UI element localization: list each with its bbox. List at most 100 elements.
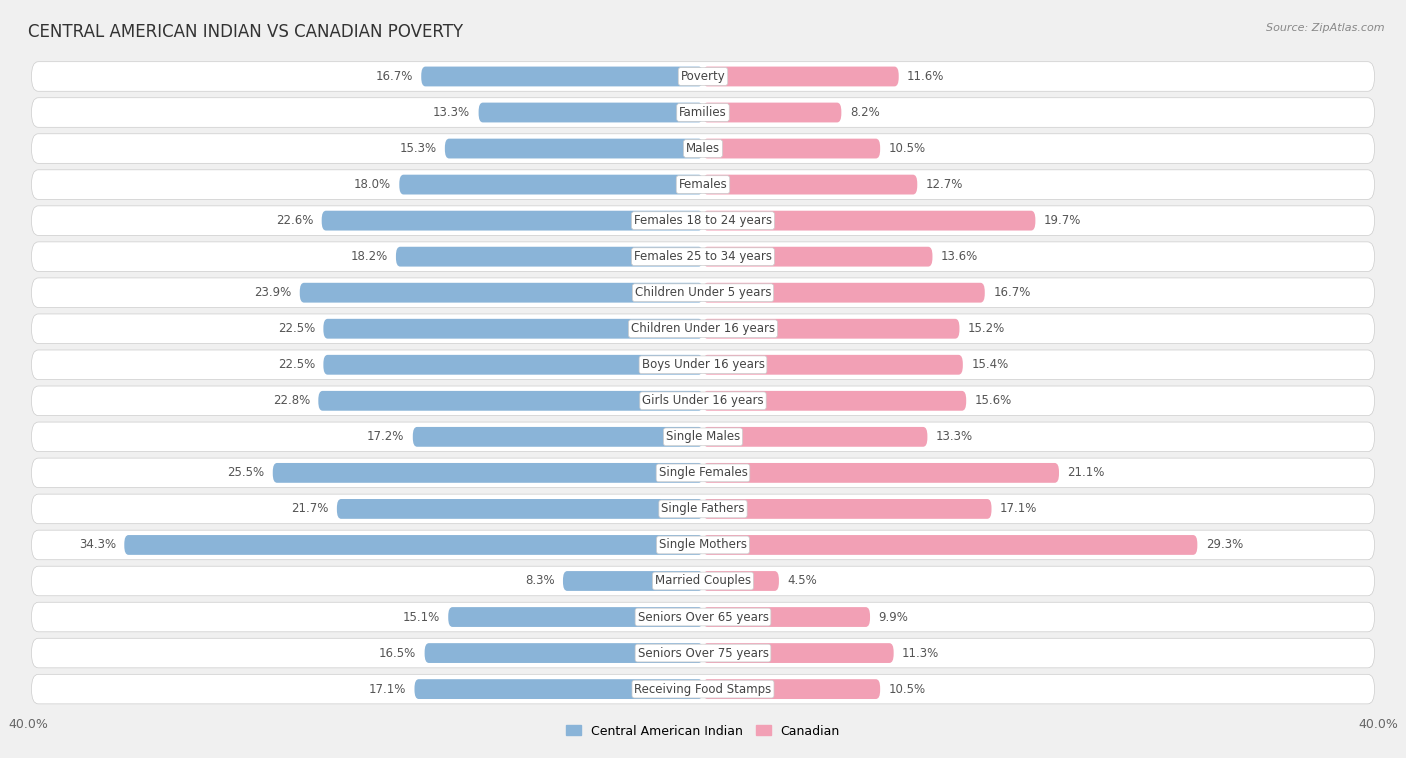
FancyBboxPatch shape <box>703 643 894 663</box>
Text: 18.2%: 18.2% <box>350 250 388 263</box>
Text: 21.1%: 21.1% <box>1067 466 1105 479</box>
Text: Single Mothers: Single Mothers <box>659 538 747 552</box>
FancyBboxPatch shape <box>703 102 841 123</box>
Text: 15.4%: 15.4% <box>972 359 1008 371</box>
Text: 16.7%: 16.7% <box>375 70 413 83</box>
FancyBboxPatch shape <box>703 283 984 302</box>
Text: 22.5%: 22.5% <box>278 322 315 335</box>
Text: 16.7%: 16.7% <box>993 287 1031 299</box>
Text: 11.6%: 11.6% <box>907 70 945 83</box>
FancyBboxPatch shape <box>31 675 1375 704</box>
FancyBboxPatch shape <box>703 319 959 339</box>
Text: Girls Under 16 years: Girls Under 16 years <box>643 394 763 407</box>
FancyBboxPatch shape <box>703 139 880 158</box>
Text: 13.3%: 13.3% <box>936 431 973 443</box>
FancyBboxPatch shape <box>562 571 703 591</box>
FancyBboxPatch shape <box>703 607 870 627</box>
Text: Source: ZipAtlas.com: Source: ZipAtlas.com <box>1267 23 1385 33</box>
FancyBboxPatch shape <box>444 139 703 158</box>
Text: 16.5%: 16.5% <box>380 647 416 659</box>
FancyBboxPatch shape <box>318 391 703 411</box>
Text: Poverty: Poverty <box>681 70 725 83</box>
FancyBboxPatch shape <box>337 499 703 518</box>
FancyBboxPatch shape <box>478 102 703 123</box>
Text: 12.7%: 12.7% <box>925 178 963 191</box>
Text: Males: Males <box>686 142 720 155</box>
Text: 17.1%: 17.1% <box>368 683 406 696</box>
FancyBboxPatch shape <box>31 61 1375 91</box>
FancyBboxPatch shape <box>31 314 1375 343</box>
FancyBboxPatch shape <box>703 427 928 446</box>
Text: 15.3%: 15.3% <box>399 142 436 155</box>
Text: Females: Females <box>679 178 727 191</box>
FancyBboxPatch shape <box>703 463 1059 483</box>
FancyBboxPatch shape <box>273 463 703 483</box>
FancyBboxPatch shape <box>703 679 880 699</box>
FancyBboxPatch shape <box>449 607 703 627</box>
FancyBboxPatch shape <box>31 350 1375 380</box>
Text: 11.3%: 11.3% <box>903 647 939 659</box>
Text: 22.8%: 22.8% <box>273 394 309 407</box>
Text: Seniors Over 75 years: Seniors Over 75 years <box>637 647 769 659</box>
Text: 15.2%: 15.2% <box>967 322 1005 335</box>
Text: 17.1%: 17.1% <box>1000 503 1038 515</box>
Text: 9.9%: 9.9% <box>879 610 908 624</box>
Text: 8.3%: 8.3% <box>524 575 554 587</box>
FancyBboxPatch shape <box>703 499 991 518</box>
FancyBboxPatch shape <box>31 386 1375 415</box>
Text: Single Fathers: Single Fathers <box>661 503 745 515</box>
FancyBboxPatch shape <box>31 566 1375 596</box>
Text: 34.3%: 34.3% <box>79 538 115 552</box>
FancyBboxPatch shape <box>322 211 703 230</box>
FancyBboxPatch shape <box>703 571 779 591</box>
FancyBboxPatch shape <box>703 67 898 86</box>
Text: 8.2%: 8.2% <box>849 106 880 119</box>
Text: Families: Families <box>679 106 727 119</box>
Text: 22.6%: 22.6% <box>276 214 314 227</box>
Text: Children Under 5 years: Children Under 5 years <box>634 287 772 299</box>
FancyBboxPatch shape <box>425 643 703 663</box>
FancyBboxPatch shape <box>323 319 703 339</box>
Text: 25.5%: 25.5% <box>228 466 264 479</box>
FancyBboxPatch shape <box>31 206 1375 236</box>
Text: 18.0%: 18.0% <box>354 178 391 191</box>
FancyBboxPatch shape <box>31 278 1375 308</box>
FancyBboxPatch shape <box>124 535 703 555</box>
FancyBboxPatch shape <box>31 603 1375 632</box>
Text: 10.5%: 10.5% <box>889 683 925 696</box>
Text: 17.2%: 17.2% <box>367 431 405 443</box>
Text: Married Couples: Married Couples <box>655 575 751 587</box>
FancyBboxPatch shape <box>31 494 1375 524</box>
FancyBboxPatch shape <box>413 427 703 446</box>
FancyBboxPatch shape <box>31 98 1375 127</box>
Text: 10.5%: 10.5% <box>889 142 925 155</box>
FancyBboxPatch shape <box>399 174 703 195</box>
FancyBboxPatch shape <box>31 458 1375 487</box>
Text: 15.6%: 15.6% <box>974 394 1012 407</box>
FancyBboxPatch shape <box>31 170 1375 199</box>
Text: Females 25 to 34 years: Females 25 to 34 years <box>634 250 772 263</box>
Text: Seniors Over 65 years: Seniors Over 65 years <box>637 610 769 624</box>
Text: 19.7%: 19.7% <box>1043 214 1081 227</box>
FancyBboxPatch shape <box>31 530 1375 559</box>
FancyBboxPatch shape <box>703 211 1035 230</box>
Text: Children Under 16 years: Children Under 16 years <box>631 322 775 335</box>
Text: Boys Under 16 years: Boys Under 16 years <box>641 359 765 371</box>
Text: 15.1%: 15.1% <box>402 610 440 624</box>
Text: 21.7%: 21.7% <box>291 503 329 515</box>
Text: Single Males: Single Males <box>666 431 740 443</box>
Legend: Central American Indian, Canadian: Central American Indian, Canadian <box>561 719 845 743</box>
FancyBboxPatch shape <box>703 174 917 195</box>
Text: Single Females: Single Females <box>658 466 748 479</box>
FancyBboxPatch shape <box>299 283 703 302</box>
FancyBboxPatch shape <box>396 247 703 267</box>
FancyBboxPatch shape <box>703 391 966 411</box>
Text: Females 18 to 24 years: Females 18 to 24 years <box>634 214 772 227</box>
Text: 23.9%: 23.9% <box>254 287 291 299</box>
Text: 4.5%: 4.5% <box>787 575 817 587</box>
FancyBboxPatch shape <box>31 133 1375 163</box>
FancyBboxPatch shape <box>703 247 932 267</box>
FancyBboxPatch shape <box>323 355 703 374</box>
FancyBboxPatch shape <box>703 355 963 374</box>
Text: CENTRAL AMERICAN INDIAN VS CANADIAN POVERTY: CENTRAL AMERICAN INDIAN VS CANADIAN POVE… <box>28 23 463 41</box>
